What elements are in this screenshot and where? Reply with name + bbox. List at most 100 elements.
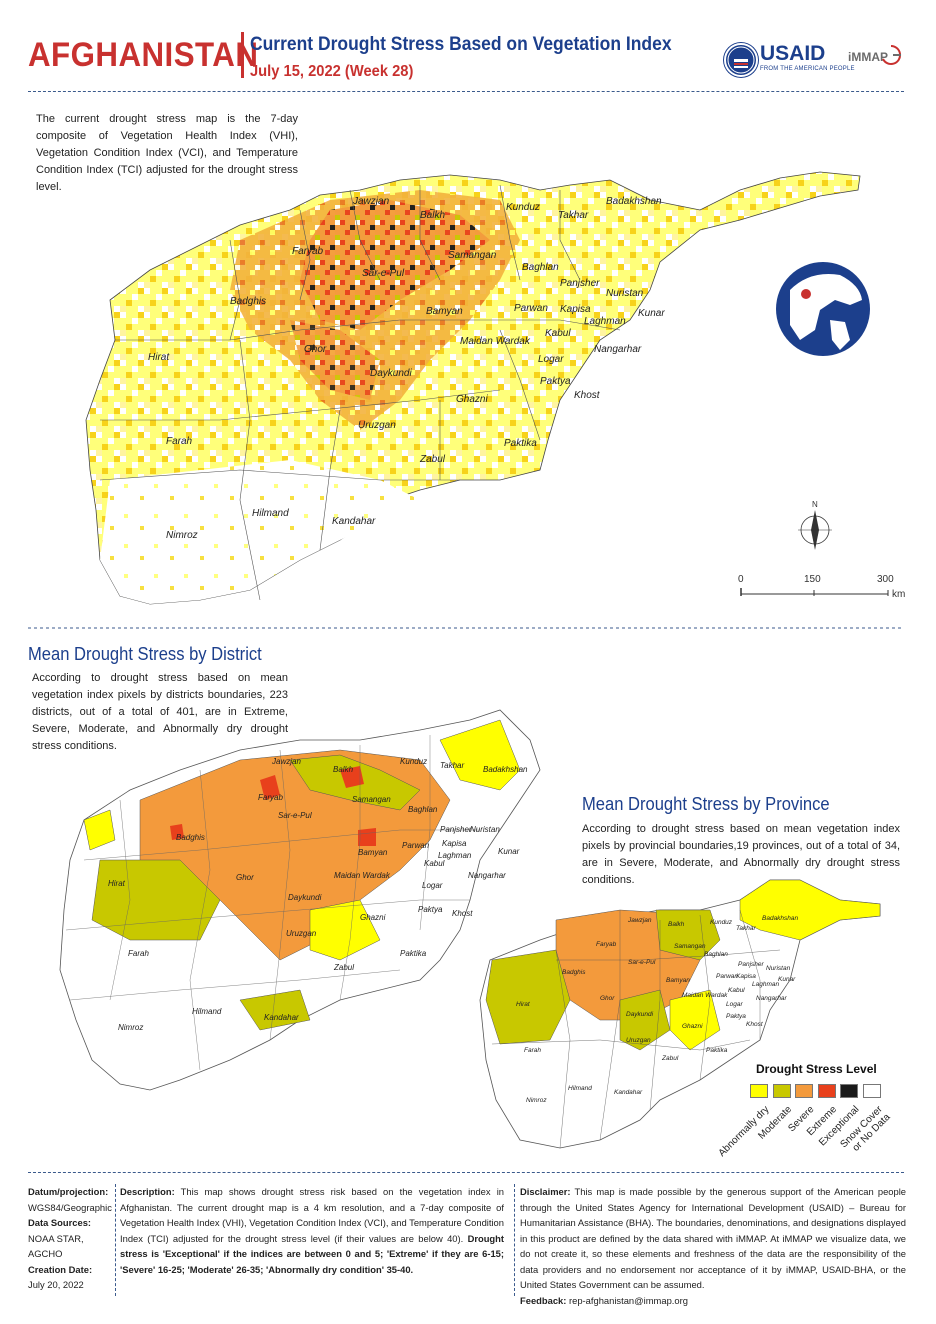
province-label: Samangan <box>674 943 706 950</box>
main-label: Laghman <box>584 316 626 327</box>
district-label: Kabul <box>424 859 445 868</box>
province-label: Kunar <box>778 976 796 983</box>
legend-swatch <box>772 1084 791 1098</box>
district-label: Kunar <box>498 847 520 856</box>
province-label: Kunduz <box>710 919 733 926</box>
main-label: Bamyan <box>426 306 463 317</box>
district-label: Zabul <box>333 963 354 972</box>
district-drought-map: Jawzjan Balkh Kunduz Takhar Badakhshan F… <box>59 709 541 1091</box>
province-label: Uruzgan <box>626 1037 651 1044</box>
feedback-value[interactable]: rep-afghanistan@immap.org <box>568 1294 688 1306</box>
main-label: Jawzjan <box>352 196 390 207</box>
scale-tick-0: 0 <box>738 574 744 585</box>
district-map-dry-central <box>309 899 381 961</box>
province-label: Ghor <box>600 995 615 1002</box>
footer-disclaimer: Disclaimer: This map is made possible by… <box>520 1184 906 1308</box>
main-label: Maidan Wardak <box>460 336 531 347</box>
main-label: Baghlan <box>522 262 559 273</box>
main-label: Faryab <box>292 246 324 257</box>
created-value: July 20, 2022 <box>28 1279 84 1290</box>
district-map-extreme-3 <box>358 828 376 846</box>
usaid-logo-text: USAID <box>760 42 826 65</box>
main-label: Kunar <box>638 308 665 319</box>
province-label: Nangarhar <box>756 995 788 1002</box>
main-label: Hilmand <box>252 508 289 519</box>
province-map-badakhshan <box>739 879 881 941</box>
province-label: Laghman <box>752 981 779 988</box>
province-map-uruzgan <box>619 989 671 1051</box>
province-label: Maidan Wardak <box>682 992 728 999</box>
district-text: According to drought stress based on mea… <box>32 672 288 752</box>
district-label: Khost <box>452 909 473 918</box>
main-label: Paktya <box>540 376 571 387</box>
sources-value: NOAA STAR, AGCHO <box>28 1232 84 1260</box>
province-label: Balkh <box>668 921 685 928</box>
main-map-labels: Jawzjan Balkh Kunduz Takhar Badakhshan F… <box>148 196 665 541</box>
footer-divider-2 <box>514 1184 515 1296</box>
district-label: Ghor <box>236 873 254 882</box>
feedback-label: Feedback: <box>520 1294 567 1306</box>
district-heading: Mean Drought Stress by District <box>28 644 262 664</box>
district-label: Laghman <box>438 851 472 860</box>
province-label: Kandahar <box>614 1089 643 1096</box>
province-label: Panjsher <box>738 961 764 968</box>
main-map-extreme-zone-central <box>290 320 380 400</box>
main-label: Farah <box>166 436 193 447</box>
district-label: Paktika <box>400 949 427 958</box>
disclaimer-label: Disclaimer: <box>520 1186 571 1197</box>
usaid-seal-logo <box>724 43 758 77</box>
immap-logo-icon <box>880 44 902 66</box>
district-label: Nuristan <box>470 825 500 834</box>
footer-description: Description: This map shows drought stre… <box>120 1184 504 1277</box>
main-label: Khost <box>574 390 601 401</box>
district-label: Panjsher <box>440 825 472 834</box>
province-label: Paktya <box>726 1013 746 1020</box>
district-label: Sar-e-Pul <box>278 811 312 820</box>
province-label: Sar-e-Pul <box>628 959 656 966</box>
datum-label: Datum/projection: <box>28 1186 109 1197</box>
main-map-south-nodata <box>100 460 420 604</box>
district-label: Parwan <box>402 841 430 850</box>
main-label: Zabul <box>419 454 446 465</box>
province-text: According to drought stress based on mea… <box>582 823 900 886</box>
legend-swatch <box>840 1084 858 1098</box>
legend-title: Drought Stress Level <box>756 1062 877 1076</box>
province-drought-map: Jawzjan Balkh Kunduz Takhar Badakhshan F… <box>479 879 881 1149</box>
main-label: Logar <box>538 354 564 365</box>
district-label: Uruzgan <box>286 929 317 938</box>
main-label: Nangarhar <box>594 344 642 355</box>
main-label: Badakhshan <box>606 196 662 207</box>
district-label: Takhar <box>440 761 465 770</box>
district-label: Samangan <box>352 795 391 804</box>
district-label: Daykundi <box>288 893 322 902</box>
datum-value: WGS84/Geographic <box>28 1201 112 1213</box>
province-label: Hilmand <box>568 1085 592 1092</box>
main-label: Panjsher <box>560 278 600 289</box>
district-label: Maidan Wardak <box>334 871 391 880</box>
district-map-extreme-4 <box>170 824 184 840</box>
sources-label: Data Sources: <box>28 1217 92 1228</box>
main-label: Balkh <box>420 210 445 221</box>
district-map-extreme-1 <box>260 775 280 800</box>
main-label: Sar-e-Pul <box>362 268 405 279</box>
province-label: Badghis <box>562 969 586 976</box>
province-label: Daykundi <box>626 1011 654 1018</box>
header-separator <box>28 91 904 92</box>
district-label: Kapisa <box>442 839 467 848</box>
district-map-labels: Jawzjan Balkh Kunduz Takhar Badakhshan F… <box>108 757 528 1032</box>
country-title: AFGHANISTAN <box>28 36 259 74</box>
map-date: July 15, 2022 (Week 28) <box>250 63 414 80</box>
district-label: Ghazni <box>360 913 386 922</box>
province-label: Paktika <box>706 1047 728 1054</box>
title-divider <box>241 32 244 78</box>
district-label: Bamyan <box>358 848 388 857</box>
description-label: Description: <box>120 1186 175 1197</box>
locator-globe-icon <box>776 262 870 356</box>
district-label: Nangarhar <box>468 871 506 880</box>
province-label: Parwan <box>716 973 738 980</box>
north-arrow-icon: N <box>798 500 832 550</box>
district-label: Hirat <box>108 879 126 888</box>
main-label: Uruzgan <box>358 420 396 431</box>
north-label: N <box>812 500 818 509</box>
